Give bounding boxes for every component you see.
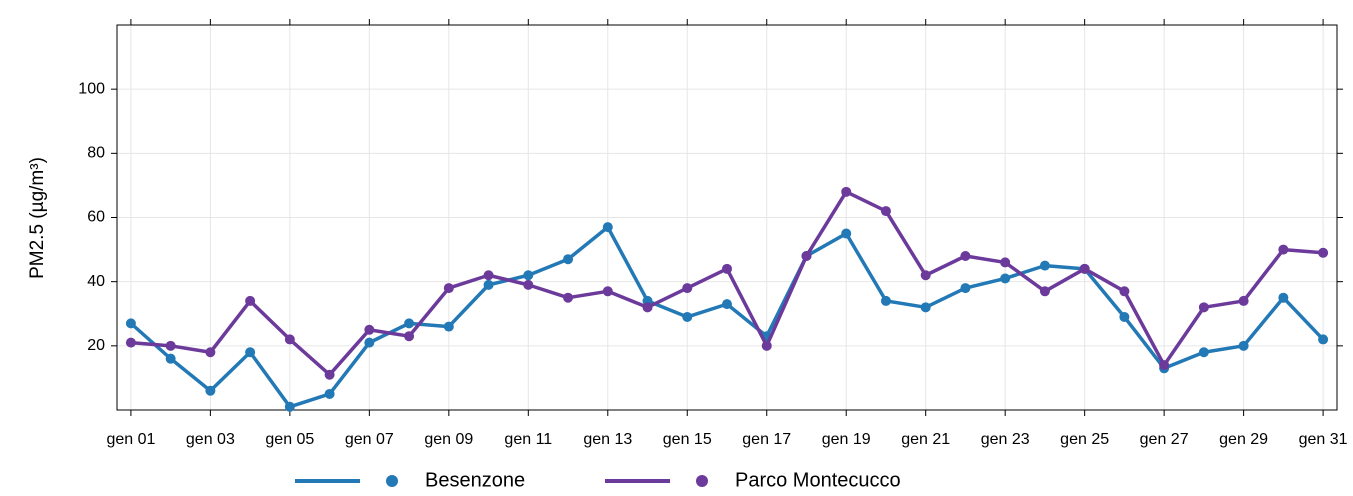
x-tick-label: gen 25 bbox=[1060, 431, 1109, 448]
data-point bbox=[324, 388, 335, 399]
data-point bbox=[125, 337, 136, 348]
data-point bbox=[443, 321, 454, 332]
data-point bbox=[284, 401, 295, 412]
data-point bbox=[880, 206, 891, 217]
data-point bbox=[920, 302, 931, 313]
data-point bbox=[205, 347, 216, 358]
data-point bbox=[682, 311, 693, 322]
data-point bbox=[642, 302, 653, 313]
data-point bbox=[563, 254, 574, 265]
data-point bbox=[1039, 260, 1050, 271]
data-point bbox=[841, 228, 852, 239]
data-point bbox=[801, 251, 812, 261]
y-tick-label: 20 bbox=[87, 337, 105, 354]
data-point bbox=[1000, 273, 1011, 284]
data-point bbox=[1198, 347, 1209, 358]
x-tick-label: gen 11 bbox=[504, 431, 552, 448]
data-point bbox=[880, 295, 891, 306]
data-point bbox=[563, 292, 574, 303]
data-point bbox=[125, 318, 136, 329]
legend-marker bbox=[696, 475, 708, 487]
x-tick-label: gen 19 bbox=[822, 431, 871, 448]
data-point bbox=[1079, 263, 1090, 274]
data-point bbox=[443, 283, 454, 294]
data-point bbox=[523, 270, 534, 281]
data-point bbox=[920, 270, 931, 281]
x-tick-label: gen 31 bbox=[1299, 431, 1348, 448]
data-point bbox=[602, 286, 613, 297]
data-point bbox=[245, 347, 256, 358]
data-point bbox=[1198, 302, 1209, 313]
data-point bbox=[483, 270, 494, 281]
data-point bbox=[722, 299, 732, 310]
y-tick-label: 60 bbox=[87, 209, 105, 226]
data-point bbox=[1278, 292, 1289, 303]
data-point bbox=[722, 263, 732, 274]
data-point bbox=[364, 324, 375, 335]
data-point bbox=[523, 279, 534, 290]
data-point bbox=[404, 318, 415, 329]
data-point bbox=[364, 337, 375, 348]
data-point bbox=[1039, 286, 1050, 297]
data-point bbox=[205, 385, 216, 396]
data-point bbox=[841, 186, 852, 197]
data-point bbox=[165, 353, 176, 364]
data-point bbox=[1159, 360, 1170, 371]
x-tick-label: gen 03 bbox=[186, 431, 235, 448]
y-tick-label: 100 bbox=[78, 80, 105, 97]
data-point bbox=[483, 279, 494, 290]
legend-marker bbox=[386, 475, 398, 487]
data-point bbox=[1278, 244, 1289, 255]
data-point bbox=[1119, 311, 1130, 322]
data-point bbox=[1238, 340, 1249, 351]
data-point bbox=[682, 283, 693, 294]
data-point bbox=[602, 222, 613, 233]
data-point bbox=[324, 369, 335, 380]
data-point bbox=[1000, 257, 1011, 268]
data-point bbox=[165, 340, 176, 351]
x-tick-label: gen 15 bbox=[663, 431, 712, 448]
y-axis-label: PM2.5 (µg/m³) bbox=[27, 157, 48, 279]
data-point bbox=[1238, 295, 1249, 306]
x-tick-label: gen 13 bbox=[583, 431, 632, 448]
series-line bbox=[130, 190, 1324, 377]
x-tick-label: gen 29 bbox=[1219, 431, 1268, 448]
legend-label: Parco Montecucco bbox=[735, 469, 901, 491]
data-point bbox=[1119, 286, 1130, 297]
data-point bbox=[245, 295, 256, 306]
data-point bbox=[1318, 334, 1329, 345]
x-tick-label: gen 27 bbox=[1140, 431, 1189, 448]
data-point bbox=[404, 331, 415, 342]
data-point bbox=[1318, 247, 1329, 258]
x-tick-label: gen 07 bbox=[345, 431, 394, 448]
x-tick-label: gen 01 bbox=[106, 431, 155, 448]
data-point bbox=[960, 251, 971, 261]
data-point bbox=[761, 340, 772, 351]
y-tick-label: 40 bbox=[87, 273, 105, 290]
data-point bbox=[960, 283, 971, 294]
x-tick-label: gen 05 bbox=[265, 431, 314, 448]
x-tick-label: gen 23 bbox=[981, 431, 1030, 448]
legend-label: Besenzone bbox=[425, 469, 525, 491]
x-tick-label: gen 09 bbox=[424, 431, 473, 448]
x-tick-label: gen 17 bbox=[742, 431, 791, 448]
y-tick-label: 80 bbox=[87, 145, 105, 162]
data-point bbox=[284, 334, 295, 345]
series-line bbox=[129, 225, 1325, 409]
x-tick-label: gen 21 bbox=[901, 431, 950, 448]
